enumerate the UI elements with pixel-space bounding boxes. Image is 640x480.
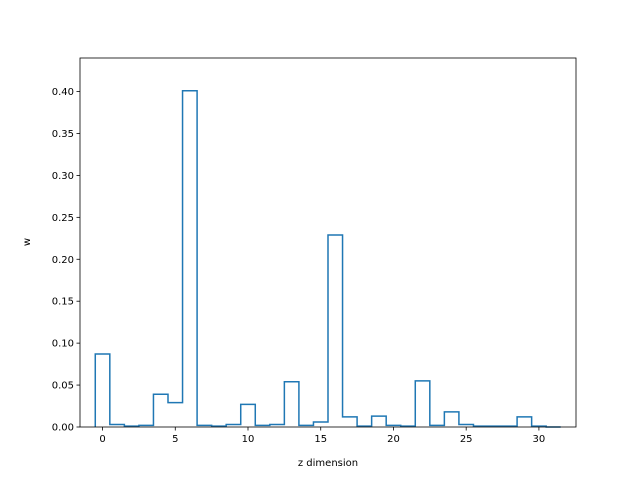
histogram-bin: [95, 354, 110, 427]
y-tick-label: 0.05: [52, 381, 74, 392]
x-tick-label: 0: [99, 434, 105, 445]
y-tick-label: 0.25: [52, 213, 74, 224]
x-tick-label: 10: [242, 434, 255, 445]
x-tick-label: 20: [387, 434, 400, 445]
y-axis-title: w: [22, 238, 33, 246]
histogram-bin: [241, 404, 256, 427]
y-tick-label: 0.35: [52, 129, 74, 140]
y-tick-label: 0.20: [52, 255, 74, 266]
histogram-bin: [153, 394, 168, 427]
y-tick-label: 0.00: [52, 423, 74, 434]
histogram-step-line: [94, 89, 561, 428]
x-tick-label: 25: [460, 434, 473, 445]
y-tick-label: 0.10: [52, 339, 74, 350]
histogram-bin: [168, 403, 183, 427]
histogram-bin: [328, 235, 343, 427]
histogram-bin: [444, 412, 459, 427]
x-axis-title: z dimension: [298, 458, 358, 469]
histogram-bin: [313, 422, 328, 427]
histogram-bin: [284, 382, 299, 427]
y-tick-label: 0.40: [52, 87, 74, 98]
histogram-bin: [415, 381, 430, 427]
x-tick-label: 5: [172, 434, 178, 445]
histogram-bin: [372, 416, 387, 427]
histogram-bin: [343, 417, 358, 427]
x-tick-label: 15: [314, 434, 327, 445]
y-tick-label: 0.30: [52, 171, 74, 182]
y-tick-label: 0.15: [52, 297, 74, 308]
plot-area: [94, 89, 561, 428]
axes: 0 5 10 15 20 25 30 0.00 0.05 0.10 0.15 0.20 0.25 0.30…: [52, 57, 577, 445]
axes-frame: [79, 57, 577, 428]
histogram-bin: [517, 417, 532, 427]
x-tick-label: 30: [533, 434, 546, 445]
histogram-bin: [183, 91, 198, 427]
